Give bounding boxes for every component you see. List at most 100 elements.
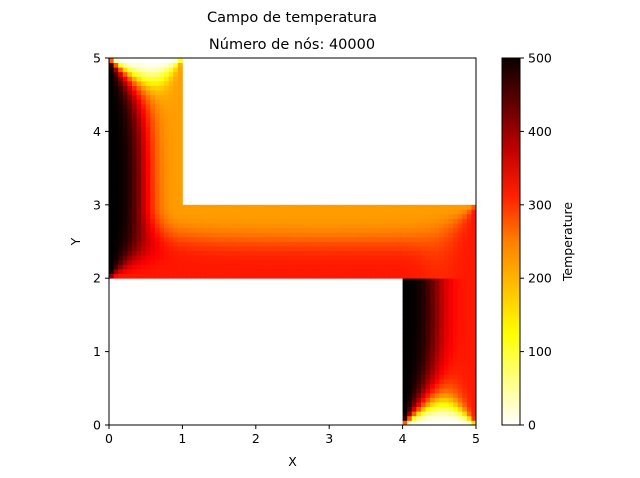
field-cell [177, 213, 183, 219]
field-cell [439, 420, 445, 426]
field-cell [154, 177, 160, 183]
field-cell [434, 406, 440, 412]
field-cell [223, 209, 229, 215]
field-cell [347, 264, 353, 270]
field-cell [439, 374, 445, 380]
field-cell [242, 213, 248, 219]
field-cell [420, 360, 426, 366]
field-cell [205, 259, 211, 265]
field-cell [154, 99, 160, 105]
field-cell [375, 269, 381, 275]
field-cell [425, 360, 431, 366]
field-cell [214, 232, 220, 238]
field-cell [292, 218, 298, 224]
field-cell [159, 58, 165, 63]
field-cell [145, 113, 151, 119]
field-cell [113, 232, 119, 238]
field-cell [122, 140, 128, 146]
field-cell [242, 241, 248, 247]
field-cell [145, 163, 151, 169]
field-cell [150, 232, 156, 238]
field-cell [384, 246, 390, 252]
field-cell [407, 301, 413, 307]
field-cell [434, 383, 440, 389]
field-cell [118, 204, 124, 210]
field-cell [246, 232, 252, 238]
field-cell [164, 94, 170, 100]
field-cell [416, 269, 422, 275]
field-cell [361, 250, 367, 256]
field-cell [457, 204, 463, 210]
field-cell [274, 264, 280, 270]
field-cell [416, 246, 422, 252]
field-cell [370, 255, 376, 261]
colorbar [501, 57, 521, 426]
field-cell [251, 255, 257, 261]
field-cell [141, 163, 147, 169]
field-cell [150, 145, 156, 151]
field-cell [173, 76, 179, 82]
field-cell [173, 113, 179, 119]
field-cell [127, 255, 133, 261]
field-cell [407, 305, 413, 311]
field-cell [200, 227, 206, 233]
field-cell [402, 314, 408, 320]
field-cell [439, 273, 445, 279]
field-cell [159, 213, 165, 219]
field-cell [136, 191, 142, 197]
field-cell [246, 204, 252, 210]
field-cell [329, 204, 335, 210]
field-cell [420, 269, 426, 275]
field-cell [416, 264, 422, 270]
field-cell [411, 397, 417, 403]
field-cell [219, 241, 225, 247]
field-cell [205, 273, 211, 279]
field-cell [154, 223, 160, 229]
field-cell [232, 227, 238, 233]
field-cell [173, 200, 179, 206]
field-cell [196, 218, 202, 224]
field-cell [109, 273, 114, 279]
field-cell [407, 282, 413, 288]
field-cell [411, 356, 417, 362]
field-cell [118, 273, 124, 279]
field-cell [173, 67, 179, 73]
field-cell [416, 291, 422, 297]
field-cell [177, 135, 183, 141]
field-cell [466, 397, 472, 403]
field-cell [109, 232, 114, 238]
field-cell [109, 94, 114, 100]
field-cell [471, 406, 477, 412]
field-cell [168, 80, 174, 86]
field-cell [274, 204, 280, 210]
field-cell [462, 402, 468, 408]
field-cell [260, 269, 266, 275]
field-cell [402, 369, 408, 375]
field-cell [136, 85, 142, 91]
field-cell [448, 328, 454, 334]
field-cell [466, 209, 472, 215]
field-cell [228, 223, 234, 229]
field-cell [301, 223, 307, 229]
field-cell [407, 369, 413, 375]
field-cell [425, 319, 431, 325]
field-cell [425, 379, 431, 385]
field-cell [232, 236, 238, 242]
field-cell [329, 223, 335, 229]
field-cell [141, 94, 147, 100]
field-cell [205, 223, 211, 229]
field-cell [159, 76, 165, 82]
field-cell [462, 204, 468, 210]
field-cell [131, 131, 137, 137]
field-cell [411, 213, 417, 219]
x-tick-label: 0 [105, 431, 113, 446]
field-cell [113, 204, 119, 210]
field-cell [205, 204, 211, 210]
field-cell [264, 246, 270, 252]
field-cell [407, 204, 413, 210]
field-cell [228, 204, 234, 210]
field-cell [411, 392, 417, 398]
field-cell [109, 191, 114, 197]
field-cell [136, 269, 142, 275]
field-cell [141, 67, 147, 73]
